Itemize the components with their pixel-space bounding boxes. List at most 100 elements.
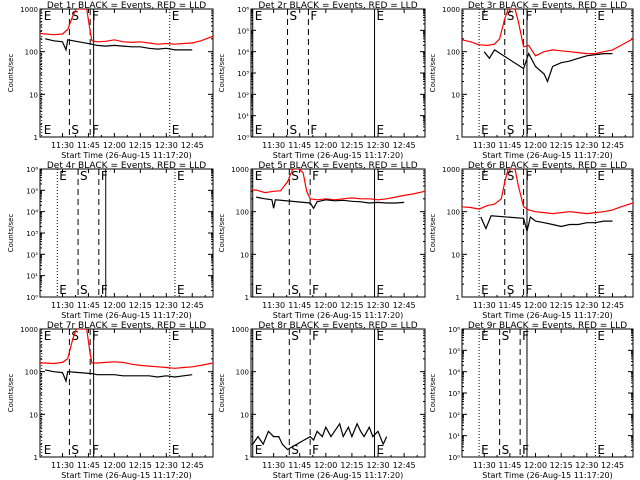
x-tick-label: 11:30 [51,141,74,150]
y-tick-label: 10⁶ [237,6,249,14]
x-tick-label: 12:30 [575,301,598,310]
chart-title: Det 8r BLACK = Events, RED = LLD [258,321,417,331]
y-tick-label: 10² [26,251,38,259]
marker-label-top: F [312,169,319,183]
marker-label-bottom: F [526,123,533,137]
y-tick-label: 100 [447,209,460,217]
y-tick-label: 1 [245,294,249,302]
marker-label-bottom: F [522,443,529,457]
marker-label-top: E [255,169,263,183]
chart-panel-5: Det 5r BLACK = Events, RED = LLD Start Ti… [218,161,426,320]
marker-label-top: E [172,9,180,23]
marker-label-bottom: E [255,443,263,457]
y-tick-label: 10⁴ [237,49,249,57]
chart-panel-9: Det 9r BLACK = Events, RED = LLD Start Ti… [429,321,634,480]
y-tick-label: 10⁴ [26,209,38,217]
marker-label-bottom: F [526,283,533,297]
marker-label-bottom: F [92,443,99,457]
marker-label-bottom: E [59,283,67,297]
marker-label-bottom: E [172,123,180,137]
marker-label-top: F [522,329,529,343]
marker-label-top: E [255,329,263,343]
marker-label-bottom: S [290,123,298,137]
marker-label-top: E [377,9,385,23]
marker-label-top: F [526,9,533,23]
marker-label-bottom: E [172,443,180,457]
marker-label-bottom: E [481,123,489,137]
x-tick-label: 12:15 [129,301,152,310]
marker-label-top: E [44,9,52,23]
x-tick-label: 12:00 [314,301,337,310]
x-tick-label: 12:45 [393,301,416,310]
plot-frame [461,328,634,458]
plot-frame [250,328,426,458]
y-tick-label: 10⁰ [237,134,249,142]
x-tick-label: 12:15 [129,141,152,150]
marker-label-top: S [507,169,515,183]
y-tick-label: 1 [245,454,249,462]
marker-label-bottom: F [101,283,108,297]
lld-series-line [462,9,633,57]
x-axis-label: Start Time (26-Aug-15 11:17:20) [61,151,192,160]
x-tick-label: 12:15 [129,461,152,470]
y-tick-label: 1000 [231,326,249,334]
events-series-line [45,369,193,384]
x-tick-label: 12:30 [575,461,598,470]
y-axis-label: Counts/sec [429,54,437,93]
marker-label-top: E [597,329,605,343]
plot-frame [39,8,214,138]
y-tick-label: 1 [34,134,38,142]
marker-label-top: E [481,169,489,183]
lld-series-line [40,9,213,45]
y-tick-label: 10³ [237,70,249,78]
marker-label-bottom: S [291,283,299,297]
x-tick-label: 12:15 [550,461,573,470]
marker-label-top: E [377,329,385,343]
y-axis-label: Counts/sec [429,374,437,413]
chart-title: Det 3r BLACK = Events, RED = LLD [468,1,627,11]
marker-label-top: S [291,169,299,183]
y-tick-label: 10⁰ [448,454,460,462]
marker-label-bottom: E [597,283,605,297]
x-tick-label: 12:15 [340,461,363,470]
x-axis-label: Start Time (26-Aug-15 11:17:20) [482,151,613,160]
marker-label-top: F [310,9,317,23]
x-tick-label: 11:30 [473,301,496,310]
chart-title: Det 4r BLACK = Events, RED = LLD [47,161,206,171]
events-series-line [483,49,613,84]
chart-title: Det 2r BLACK = Events, RED = LLD [258,1,417,11]
x-tick-label: 12:15 [550,141,573,150]
marker-label-bottom: E [481,443,489,457]
x-tick-label: 12:15 [550,301,573,310]
x-tick-label: 11:45 [77,141,100,150]
x-axis-label: Start Time (26-Aug-15 11:17:20) [273,311,404,320]
marker-label-bottom: F [312,283,319,297]
x-tick-label: 11:30 [262,461,285,470]
x-tick-label: 12:30 [366,301,389,310]
x-axis-label: Start Time (26-Aug-15 11:17:20) [273,151,404,160]
plot-frame [250,8,426,138]
marker-label-top: E [177,169,185,183]
chart-panel-2: Det 2r BLACK = Events, RED = LLD Start Ti… [218,1,426,160]
y-tick-label: 10⁴ [448,369,460,377]
y-tick-label: 10⁶ [448,326,460,334]
marker-label-top: E [481,9,489,23]
plot-frame [461,168,634,298]
x-tick-label: 11:30 [262,141,285,150]
x-tick-label: 11:30 [473,461,496,470]
x-tick-label: 11:30 [473,141,496,150]
marker-label-bottom: E [597,123,605,137]
x-tick-label: 12:30 [155,461,178,470]
x-tick-label: 12:00 [314,461,337,470]
marker-label-bottom: E [377,283,385,297]
plot-frame [250,168,426,298]
marker-label-top: E [377,169,385,183]
x-tick-label: 12:15 [340,141,363,150]
y-tick-label: 10⁵ [448,347,460,355]
x-tick-label: 11:45 [498,301,521,310]
marker-label-top: F [312,329,319,343]
chart-panel-1: Det 1r BLACK = Events, RED = LLD Start Ti… [7,1,214,160]
x-tick-label: 12:45 [393,141,416,150]
chart-panel-4: Det 4r BLACK = Events, RED = LLD Start Ti… [7,161,214,320]
